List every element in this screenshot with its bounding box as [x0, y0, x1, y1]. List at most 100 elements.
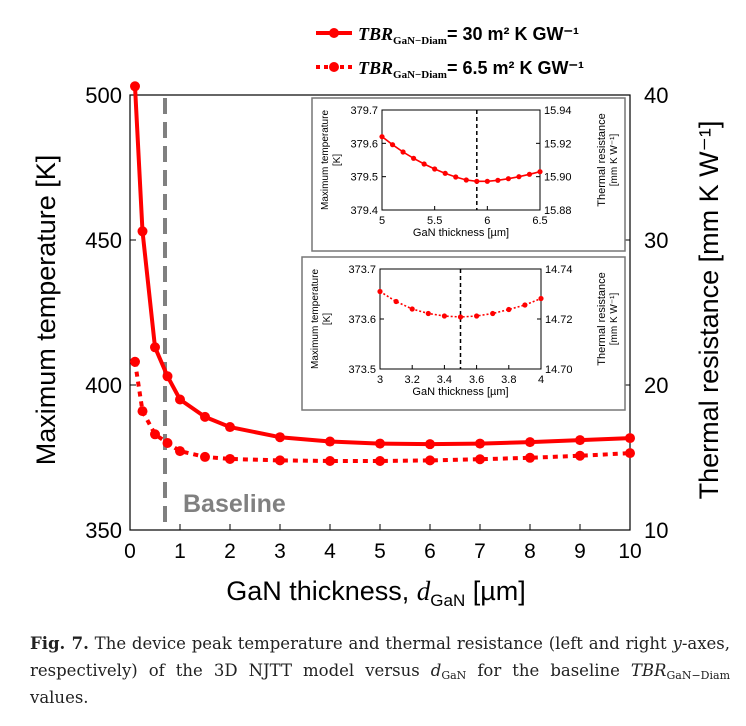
- main-right-ticks: 10 20 30 40: [624, 83, 668, 543]
- caption-d-var: d: [430, 661, 442, 680]
- inset-x-tick-label: 3.8: [501, 374, 516, 386]
- inset-data-point: [432, 166, 438, 172]
- inset-data-point: [526, 171, 533, 177]
- inset-data-point: [516, 174, 522, 180]
- main-data-point-dotted: [325, 455, 335, 466]
- inset-right-tick-label: 15.88: [544, 205, 572, 217]
- main-data-point-solid: [575, 435, 585, 446]
- inset-data-point: [538, 295, 544, 302]
- x-tick-label: 3: [274, 540, 286, 563]
- baseline-label: Baseline: [183, 490, 286, 518]
- inset-data-point: [457, 314, 464, 320]
- inset-right-tick-label: 15.90: [544, 172, 572, 184]
- main-data-point-solid: [150, 342, 160, 353]
- x-tick-label: 9: [574, 540, 586, 563]
- inset-frame: [301, 256, 626, 411]
- inset-right-tick-label: 14.74: [545, 264, 573, 276]
- main-data-point-solid: [375, 438, 385, 449]
- caption-label: Fig. 7.: [30, 634, 89, 653]
- inset-x-tick-label: 5: [379, 215, 385, 227]
- x-tick-label: 7: [474, 540, 486, 563]
- inset-right-axis-unit: [mm K W⁻¹]: [609, 293, 620, 346]
- inset-data-point: [522, 302, 528, 308]
- inset-right-axis-label: Thermal resistance: [596, 113, 608, 207]
- main-data-point-dotted: [162, 438, 173, 448]
- inset-left-axis-label: Maximum temperature: [320, 110, 331, 210]
- main-data-point-solid: [525, 437, 535, 448]
- caption-text-4: values.: [30, 688, 89, 707]
- x-tick-label: 6: [424, 540, 436, 563]
- main-data-point-dotted: [525, 452, 535, 463]
- main-data-point-dotted: [225, 453, 235, 464]
- x-tick-label: 5: [374, 540, 386, 563]
- main-x-ticks: 0 1 2 3 4 5 6 7 8 9 10: [124, 524, 642, 563]
- main-data-point-solid: [425, 439, 435, 450]
- inset-data-point: [495, 177, 501, 183]
- inset-data-point: [411, 155, 417, 161]
- x-tick-label: 10: [618, 540, 641, 563]
- inset-data-point: [421, 161, 427, 167]
- inset-right-tick-label: 14.70: [545, 364, 573, 376]
- inset-data-point: [453, 174, 459, 180]
- main-data-point-dotted: [137, 406, 148, 417]
- legend-marker-dotted: [329, 62, 339, 72]
- inset-frame: [311, 97, 626, 252]
- x-tick-label: 4: [324, 540, 336, 563]
- left-tick-label: 350: [85, 518, 122, 543]
- inset-x-axis-label: GaN thickness [µm]: [413, 227, 509, 239]
- inset-x-tick-label: 6.5: [532, 215, 547, 227]
- main-data-point-solid: [130, 81, 140, 92]
- right-tick-label: 10: [644, 518, 668, 543]
- caption-tbr-sub: GaN−Diam: [666, 669, 730, 682]
- inset-data-point: [409, 306, 415, 312]
- inset-data-point: [537, 169, 543, 175]
- main-data-point-dotted: [425, 455, 435, 466]
- inset-right-tick-label: 14.72: [545, 314, 573, 326]
- left-tick-label: 400: [85, 373, 122, 398]
- inset-left-tick-label: 373.5: [348, 364, 376, 376]
- inset-data-point: [377, 288, 383, 295]
- inset-data-point: [506, 306, 512, 313]
- inset-right-axis-unit: [mm K W⁻¹]: [609, 134, 620, 187]
- main-data-point-solid: [275, 432, 285, 443]
- inset-x-tick-label: 4: [538, 374, 544, 386]
- main-left-ticks: 350 400 450 500: [85, 83, 136, 543]
- inset-left-axis-label: Maximum temperature: [310, 269, 321, 369]
- inset-data-point: [474, 178, 480, 184]
- main-data-point-solid: [475, 438, 485, 449]
- main-x-axis-label: GaN thickness, dGaN [µm]: [226, 576, 526, 610]
- main-data-point-dotted: [130, 356, 140, 367]
- legend-label-dotted: TBRGaN−Diam= 6.5 m² K GW⁻¹: [358, 58, 584, 81]
- main-data-point-dotted: [475, 454, 485, 465]
- legend: TBRGaN−Diam= 30 m² K GW⁻¹ TBRGaN−Diam= 6…: [316, 24, 584, 81]
- main-data-point-solid: [200, 411, 210, 422]
- main-data-point-solid: [225, 422, 235, 433]
- x-tick-label: 1: [174, 540, 186, 563]
- figure-caption: Fig. 7. The device peak temperature and …: [30, 630, 730, 711]
- inset-right-tick-label: 15.94: [544, 105, 572, 117]
- inset-x-axis-label: GaN thickness [µm]: [412, 386, 508, 398]
- right-tick-label: 30: [644, 228, 668, 253]
- inset-data-point: [442, 170, 448, 176]
- inset-right-axis-label: Thermal resistance: [596, 272, 608, 366]
- main-data-point-dotted: [200, 451, 210, 462]
- inset-right-tick-label: 15.92: [544, 138, 572, 150]
- inset-x-tick-label: 6: [484, 215, 490, 227]
- caption-text-3: for the baseline: [466, 661, 631, 680]
- main-series: [130, 81, 635, 466]
- inset-data-point: [389, 142, 396, 148]
- inset-data-point: [484, 178, 490, 184]
- left-tick-label: 500: [85, 83, 122, 108]
- inset-left-axis-unit: [K]: [322, 313, 333, 325]
- inset-x-tick-label: 5.5: [427, 215, 442, 227]
- inset-x-tick-label: 3.2: [405, 374, 420, 386]
- main-data-point-dotted: [150, 429, 160, 440]
- caption-d-sub: GaN: [441, 669, 467, 682]
- main-data-point-dotted: [575, 450, 585, 461]
- inset-data-point: [490, 310, 496, 317]
- inset-left-axis-unit: [K]: [332, 154, 343, 166]
- left-tick-label: 450: [85, 228, 122, 253]
- legend-label-solid: TBRGaN−Diam= 30 m² K GW⁻¹: [358, 24, 579, 47]
- caption-text-1: The device peak temperature and thermal …: [88, 634, 673, 653]
